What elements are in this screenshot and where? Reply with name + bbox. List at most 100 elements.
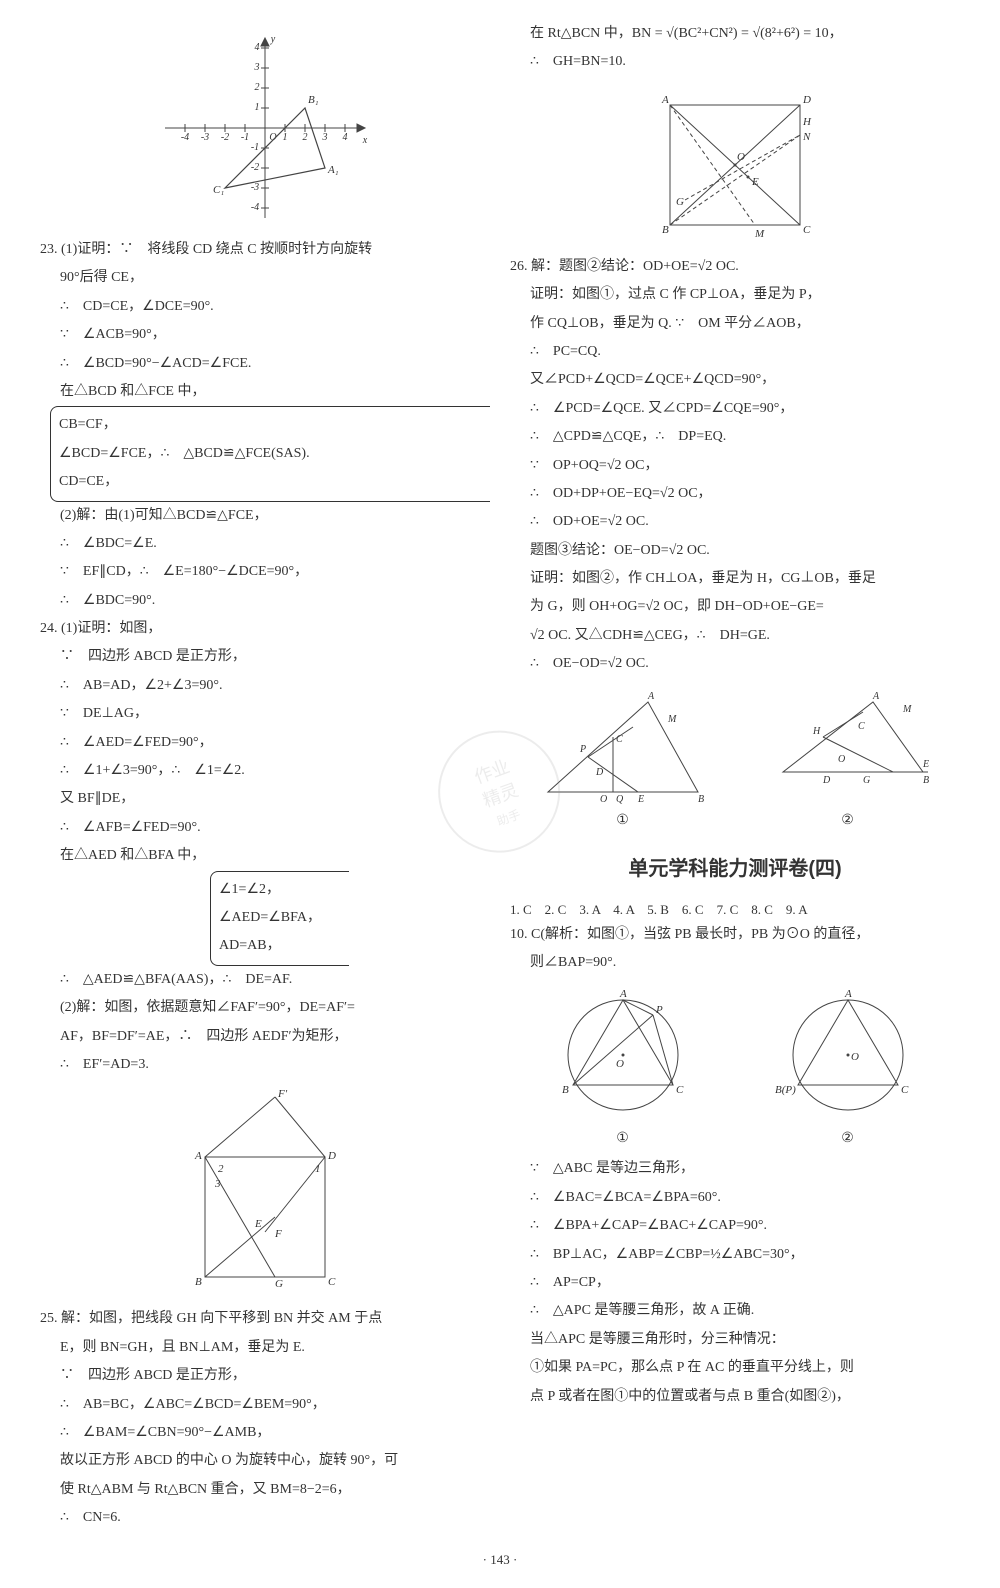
circle-figures: A B C O P ① A B(P) C O bbox=[510, 985, 960, 1147]
svg-text:N: N bbox=[802, 131, 811, 143]
svg-text:B: B bbox=[562, 1084, 569, 1096]
text-line: ∵ EF∥CD，∴ ∠E=180°−∠DCE=90°， bbox=[40, 558, 490, 586]
text-line: (2)解：如图，依据题意知∠FAF′=90°，DE=AF′= bbox=[40, 994, 490, 1022]
square-diag-figure: A B C D E G H M N O bbox=[510, 85, 960, 245]
answer-row: 1. C 2. C 3. A 4. A 5. B 6. C 7. C 8. C … bbox=[510, 896, 960, 921]
svg-text:B₁: B₁ bbox=[308, 94, 319, 106]
circle-fig-2: A B(P) C O ② bbox=[773, 985, 923, 1147]
svg-text:P: P bbox=[655, 1004, 663, 1016]
text-line: ∴ AB=BC，∠ABC=∠BCD=∠BEM=90°， bbox=[40, 1391, 490, 1419]
svg-text:B(P): B(P) bbox=[775, 1084, 796, 1096]
text-line: 点 P 或者在图①中的位置或者与点 B 重合(如图②)， bbox=[510, 1383, 960, 1411]
svg-text:-1: -1 bbox=[251, 142, 259, 153]
text-line: 又∠PCD+∠QCD=∠QCE+∠QCD=90°， bbox=[510, 366, 960, 394]
svg-text:O: O bbox=[616, 1058, 624, 1070]
svg-text:A: A bbox=[872, 691, 880, 702]
text-line: ∴ CN=6. bbox=[40, 1504, 490, 1532]
text-line: 证明：如图②，作 CH⊥OA，垂足为 H，CG⊥OB，垂足 bbox=[510, 565, 960, 593]
svg-text:O: O bbox=[600, 794, 607, 805]
text-line: ∴ ∠BAM=∠CBN=90°−∠AMB， bbox=[40, 1419, 490, 1447]
text-line: ∴ OD+DP+OE−EQ=√2 OC， bbox=[510, 480, 960, 508]
svg-text:C: C bbox=[616, 734, 623, 745]
text-line: ∴ OE−OD=√2 OC. bbox=[510, 650, 960, 678]
svg-text:M: M bbox=[754, 228, 765, 240]
svg-text:E: E bbox=[254, 1218, 262, 1230]
svg-text:G: G bbox=[676, 196, 684, 208]
svg-text:1: 1 bbox=[283, 132, 288, 143]
text-line: 23. (1)证明：∵ 将线段 CD 绕点 C 按顺时针方向旋转 bbox=[40, 236, 490, 264]
text-line: ∴ ∠BPA+∠CAP=∠BAC+∠CAP=90°. bbox=[510, 1212, 960, 1240]
text-line: AD=AB， bbox=[219, 932, 349, 960]
svg-text:C: C bbox=[676, 1084, 684, 1096]
text-line: ∵ △ABC 是等边三角形， bbox=[510, 1155, 960, 1183]
svg-text:-2: -2 bbox=[221, 132, 229, 143]
square-triangle-figure: A B C D E F F′ G 1 2 3 bbox=[40, 1087, 490, 1297]
text-line: ∴ △APC 是等腰三角形，故 A 正确. bbox=[510, 1297, 960, 1325]
text-line: ∠1=∠2， bbox=[219, 876, 349, 904]
angle-fig-2: A M H C O D G E B ② bbox=[763, 687, 933, 829]
text-line: 为 G，则 OH+OG=√2 OC，即 DH−OD+OE−GE= bbox=[510, 593, 960, 621]
circle-fig-1: A B C O P ① bbox=[548, 985, 698, 1147]
svg-text:F′: F′ bbox=[277, 1088, 288, 1100]
text-line: CD=CE， bbox=[59, 468, 490, 496]
text-line: 24. (1)证明：如图， bbox=[40, 615, 490, 643]
text-line: ∠BCD=∠FCE，∴ △BCD≌△FCE(SAS). bbox=[59, 440, 490, 468]
text-line: ∴ OD+OE=√2 OC. bbox=[510, 508, 960, 536]
text-line: 26. 解：题图②结论：OD+OE=√2 OC. bbox=[510, 253, 960, 281]
text-line: ∴ CD=CE，∠DCE=90°. bbox=[40, 293, 490, 321]
brace-group: ∠1=∠2， ∠AED=∠BFA， AD=AB， bbox=[210, 871, 349, 966]
text-line: ∴ PC=CQ. bbox=[510, 338, 960, 366]
svg-text:-3: -3 bbox=[201, 132, 209, 143]
svg-text:F: F bbox=[274, 1228, 282, 1240]
svg-text:D: D bbox=[327, 1150, 336, 1162]
svg-text:-2: -2 bbox=[251, 162, 259, 173]
text-line: ∴ ∠BDC=∠E. bbox=[40, 530, 490, 558]
text-line: ∴ GH=BN=10. bbox=[510, 48, 960, 76]
text-line: 又 BF∥DE， bbox=[40, 785, 490, 813]
text-line: ∴ EF′=AD=3. bbox=[40, 1051, 490, 1079]
svg-text:B: B bbox=[662, 224, 669, 236]
text-line: 作 CQ⊥OB，垂足为 Q. ∵ OM 平分∠AOB， bbox=[510, 310, 960, 338]
svg-text:Q: Q bbox=[616, 794, 624, 805]
svg-text:E: E bbox=[922, 759, 929, 770]
text-line: 故以正方形 ABCD 的中心 O 为旋转中心，旋转 90°，可 bbox=[40, 1447, 490, 1475]
fig-label: ② bbox=[773, 1130, 923, 1147]
svg-text:O: O bbox=[851, 1051, 859, 1063]
svg-text:2: 2 bbox=[303, 132, 308, 143]
svg-text:M: M bbox=[902, 704, 912, 715]
text-line: ∴ ∠AED=∠FED=90°， bbox=[40, 729, 490, 757]
svg-text:E: E bbox=[637, 794, 644, 805]
square-diag-svg: A B C D E G H M N O bbox=[640, 85, 830, 245]
text-line: ∴ △AED≌△BFA(AAS)，∴ DE=AF. bbox=[40, 966, 490, 994]
text-line: ∴ ∠PCD=∠QCE. 又∠CPD=∠CQE=90°， bbox=[510, 395, 960, 423]
text-line: E，则 BN=GH，且 BN⊥AM，垂足为 E. bbox=[40, 1334, 490, 1362]
svg-text:4: 4 bbox=[255, 42, 260, 53]
svg-text:C₁: C₁ bbox=[213, 184, 224, 196]
svg-text:3: 3 bbox=[214, 1178, 221, 1190]
svg-text:H: H bbox=[812, 726, 821, 737]
svg-text:A: A bbox=[619, 988, 627, 1000]
svg-text:1: 1 bbox=[255, 102, 260, 113]
svg-text:x: x bbox=[362, 135, 368, 146]
svg-text:M: M bbox=[667, 714, 677, 725]
right-column: 在 Rt△BCN 中，BN = √(BC²+CN²) = √(8²+6²) = … bbox=[510, 20, 960, 1532]
text-line: 证明：如图①，过点 C 作 CP⊥OA，垂足为 P， bbox=[510, 281, 960, 309]
text-line: 25. 解：如图，把线段 GH 向下平移到 BN 并交 AM 于点 bbox=[40, 1305, 490, 1333]
svg-text:y: y bbox=[270, 34, 276, 45]
fig-label: ① bbox=[548, 1130, 698, 1147]
svg-text:A: A bbox=[194, 1150, 202, 1162]
svg-text:4: 4 bbox=[343, 132, 348, 143]
text-line: ∴ ∠BCD=90°−∠ACD=∠FCE. bbox=[40, 350, 490, 378]
text-line: ∴ ∠BAC=∠BCA=∠BPA=60°. bbox=[510, 1184, 960, 1212]
svg-text:-4: -4 bbox=[181, 132, 189, 143]
fig-label: ② bbox=[763, 812, 933, 829]
text-line: CB=CF， bbox=[59, 411, 490, 439]
svg-text:-3: -3 bbox=[251, 182, 259, 193]
text-line: ∵ 四边形 ABCD 是正方形， bbox=[40, 1362, 490, 1390]
svg-text:3: 3 bbox=[322, 132, 328, 143]
text-line: ∵ ∠ACB=90°， bbox=[40, 321, 490, 349]
unit-title: 单元学科能力测评卷(四) bbox=[510, 852, 960, 881]
text-line: ①如果 PA=PC，那么点 P 在 AC 的垂直平分线上，则 bbox=[510, 1354, 960, 1382]
svg-text:-1: -1 bbox=[241, 132, 249, 143]
text-line: 则∠BAP=90°. bbox=[510, 949, 960, 977]
